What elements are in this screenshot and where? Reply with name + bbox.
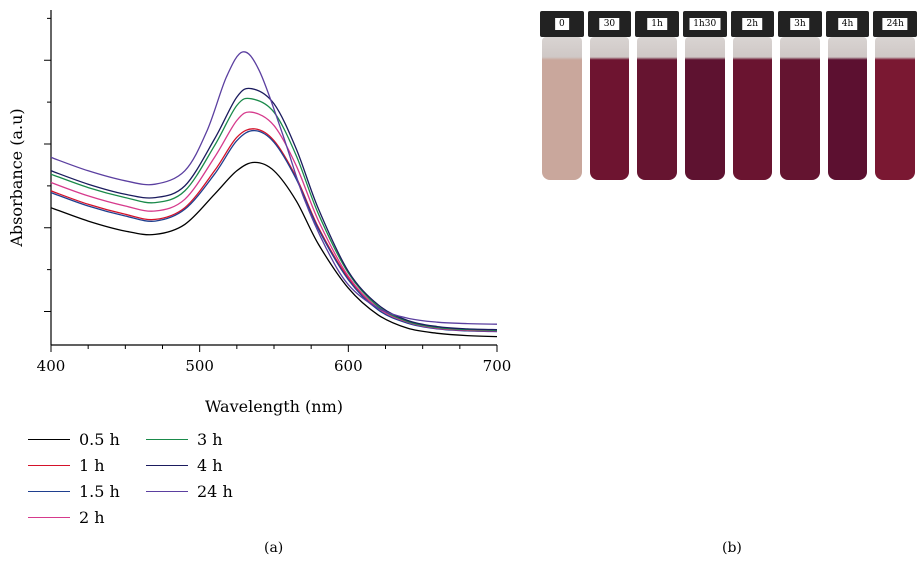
vial-label: 30 (599, 18, 620, 30)
legend-item: 24 h (146, 480, 233, 502)
legend-label: 3 h (197, 429, 223, 449)
vial-liquid (732, 37, 773, 180)
vial: 4h (824, 11, 872, 182)
x-tick-label: 400 (37, 357, 66, 375)
vials-photo: 0 30 1h 1h30 2h 3h 4h 24h (538, 11, 919, 182)
chart-axes: 400 500 600 700 (37, 10, 512, 375)
x-axis-label: Wavelength (nm) (205, 397, 343, 416)
vial-label: 1h (647, 18, 667, 30)
legend-item: 3 h (146, 428, 223, 450)
legend-swatch (28, 438, 70, 440)
absorbance-chart: 400 500 600 700 Wavelength (nm) Absorbance … (7, 10, 512, 416)
vial-label: 24h (882, 18, 908, 30)
vial-label: 2h (742, 18, 763, 30)
legend-item: 1.5 h (28, 480, 120, 502)
x-tick-label: 700 (483, 357, 512, 375)
vial-label: 3h (790, 18, 810, 30)
vial-label: 4h (837, 18, 858, 30)
legend-swatch (146, 490, 188, 492)
legend-swatch (146, 464, 188, 466)
legend-label: 1 h (79, 455, 105, 475)
legend-swatch (28, 490, 70, 492)
legend-item: 1 h (28, 454, 105, 476)
vial-liquid (780, 37, 820, 180)
legend-swatch (28, 516, 70, 518)
chart-legend: 0.5 h 1 h 1.5 h 2 h 3 h 4 h 24 h (28, 428, 358, 533)
series-line-0-5-h (50, 161, 498, 338)
vial-liquid (542, 37, 582, 180)
vial: 1h (633, 11, 681, 182)
vial: 24h (871, 11, 919, 182)
vial: 2h (729, 11, 777, 182)
series-line-4-h (50, 87, 498, 331)
vial-liquid (875, 37, 915, 180)
y-axis-label: Absorbance (a.u) (7, 108, 26, 247)
vial-liquid (827, 37, 868, 180)
series-line-3-h (50, 97, 498, 331)
legend-label: 0.5 h (79, 429, 120, 449)
legend-item: 4 h (146, 454, 223, 476)
vial: 0 (538, 11, 586, 182)
x-tick-label: 600 (334, 357, 363, 375)
legend-item: 0.5 h (28, 428, 120, 450)
series-line-2-h (50, 111, 498, 332)
vial-liquid (637, 37, 677, 180)
vial-label: 0 (554, 18, 569, 30)
legend-item: 2 h (28, 506, 105, 528)
vial: 3h (776, 11, 824, 182)
x-tick-label: 500 (185, 357, 214, 375)
legend-label: 24 h (197, 481, 233, 501)
legend-label: 4 h (197, 455, 223, 475)
legend-swatch (28, 464, 70, 466)
chart-series-layer (50, 51, 498, 338)
vial: 1h30 (681, 11, 729, 182)
vial-liquid (684, 37, 725, 180)
vial-label: 1h30 (689, 18, 721, 30)
caption-a: (a) (264, 540, 284, 556)
vial-liquid (589, 37, 630, 180)
legend-label: 1.5 h (79, 481, 120, 501)
caption-b: (b) (722, 540, 742, 556)
legend-label: 2 h (79, 507, 105, 527)
series-line-24-h (50, 51, 498, 325)
series-line-1-5-h (50, 129, 498, 333)
vial: 30 (586, 11, 634, 182)
legend-swatch (146, 438, 188, 440)
